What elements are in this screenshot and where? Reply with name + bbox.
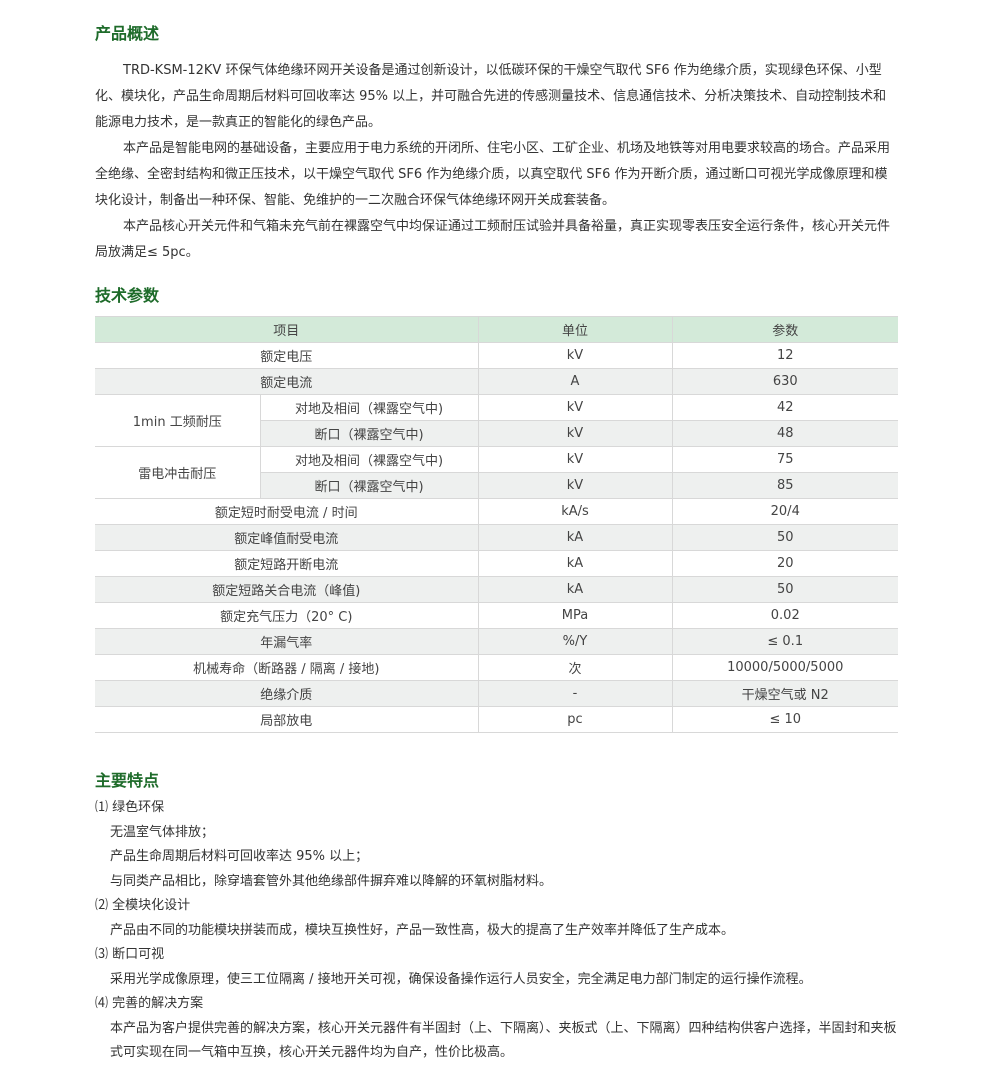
cell-value: 20 <box>671 550 898 577</box>
cell-group: 1min 工频耐压 <box>95 394 261 447</box>
cell-value: 10000/5000/5000 <box>671 654 898 681</box>
cell-item: 局部放电 <box>95 706 479 733</box>
cell-item: 额定短路关合电流（峰值) <box>95 576 479 603</box>
cell-item: 额定电流 <box>95 368 479 395</box>
cell-unit: A <box>477 368 673 395</box>
cell-value: 50 <box>671 524 898 551</box>
cell-unit: kA/s <box>477 498 673 525</box>
cell-unit: %/Y <box>477 628 673 655</box>
feature-line: 与同类产品相比，除穿墙套管外其他绝缘部件摒弃难以降解的环氧树脂材料。 <box>110 873 553 889</box>
cell-unit: kA <box>477 524 673 551</box>
cell-unit: kV <box>477 472 673 499</box>
cell-unit: kV <box>477 342 673 369</box>
cell-item: 额定短路开断电流 <box>95 550 479 577</box>
specs-title: 技术参数 <box>95 286 160 305</box>
feature-line: 产品生命周期后材料可回收率达 95% 以上； <box>110 849 369 864</box>
cell-value: 20/4 <box>671 498 898 525</box>
cell-unit: kV <box>477 420 673 447</box>
cell-unit: 次 <box>477 654 673 681</box>
table-row: 1min 工频耐压 对地及相间（裸露空气中) kV 42 <box>95 394 898 447</box>
table-row: 额定短路关合电流（峰值) kA 50 <box>95 576 898 603</box>
cell-sub: 对地及相间（裸露空气中) <box>259 446 479 473</box>
overview-paragraph: 本产品核心开关元件和气箱未充气前在裸露空气中均保证通过工频耐压试验并具备裕量，真… <box>95 219 891 260</box>
header-unit: 单位 <box>477 316 673 343</box>
table-row: 额定短路开断电流 kA 20 <box>95 550 898 577</box>
cell-item: 额定短时耐受电流 / 时间 <box>95 498 479 525</box>
cell-item: 额定峰值耐受电流 <box>95 524 479 551</box>
overview-paragraph: 本产品是智能电网的基础设备，主要应用于电力系统的开闭所、住宅小区、工矿企业、机场… <box>95 141 891 208</box>
cell-value: 48 <box>671 420 898 447</box>
cell-value: 630 <box>671 368 898 395</box>
cell-item: 额定电压 <box>95 342 479 369</box>
cell-sub: 断口（裸露空气中) <box>260 472 479 499</box>
table-row: 额定峰值耐受电流 kA 50 <box>95 524 898 551</box>
cell-unit: - <box>477 680 673 707</box>
header-value: 参数 <box>671 316 898 343</box>
overview-paragraph: TRD-KSM-12KV 环保气体绝缘环网开关设备是通过创新设计，以低碳环保的干… <box>95 63 887 130</box>
table-row: 额定电流 A 630 <box>95 368 898 395</box>
table-row: 额定短时耐受电流 / 时间 kA/s 20/4 <box>95 498 898 525</box>
table-row: 绝缘介质 - 干燥空气或 N2 <box>95 680 898 707</box>
feature-line: 本产品为客户提供完善的解决方案，核心开关元器件有半固封（上、下隔离）、夹板式（上… <box>110 1020 897 1061</box>
cell-item: 年漏气率 <box>95 628 479 655</box>
cell-unit: kA <box>477 576 673 603</box>
table-row: 额定充气压力（20° C) MPa 0.02 <box>95 602 898 629</box>
overview-text: TRD-KSM-12KV 环保气体绝缘环网开关设备是通过创新设计，以低碳环保的干… <box>95 58 898 266</box>
cell-value: 85 <box>671 472 898 499</box>
cell-value: 42 <box>671 394 898 421</box>
cell-item: 额定充气压力（20° C) <box>95 602 479 629</box>
cell-sub: 断口（裸露空气中) <box>260 420 479 447</box>
feature-title: ⑴ 绿色环保 <box>95 800 165 815</box>
cell-value: ≤ 10 <box>671 706 898 733</box>
cell-sub: 对地及相间（裸露空气中) <box>259 394 479 421</box>
cell-unit: pc <box>477 706 673 733</box>
cell-unit: kV <box>477 394 673 421</box>
feature-line: 产品由不同的功能模块拼装而成，模块互换性好，产品一致性高，极大的提高了生产效率并… <box>110 922 735 938</box>
cell-group: 雷电冲击耐压 <box>95 446 261 499</box>
table-row: 局部放电 pc ≤ 10 <box>95 706 898 733</box>
cell-value: 50 <box>671 576 898 603</box>
feature-title: ⑶ 断口可视 <box>95 947 165 962</box>
specs-table: 项目 单位 参数 额定电压 kV 12 额定电流 A 630 1min 工频耐压 对地及相间（… <box>95 316 898 733</box>
feature-title: ⑷ 完善的解决方案 <box>95 996 204 1011</box>
table-row: 额定电压 kV 12 <box>95 342 898 369</box>
features-list: ⑴ 绿色环保无温室气体排放； 产品生命周期后材料可回收率达 95% 以上； 与同类产… <box>95 796 898 1066</box>
cell-unit: kV <box>477 446 673 473</box>
cell-value: 75 <box>671 446 898 473</box>
table-row: 机械寿命（断路器 / 隔离 / 接地) 次 10000/5000/5000 <box>95 654 898 681</box>
cell-value: 干燥空气或 N2 <box>671 680 898 707</box>
overview-title: 产品概述 <box>95 24 160 43</box>
feature-line: 采用光学成像原理，使三工位隔离 / 接地开关可视，确保设备操作运行人员安全，完全… <box>110 971 812 987</box>
cell-item: 机械寿命（断路器 / 隔离 / 接地) <box>95 654 479 681</box>
cell-value: 12 <box>671 342 898 369</box>
table-row: 年漏气率 %/Y ≤ 0.1 <box>95 628 898 655</box>
features-title: 主要特点 <box>95 771 160 790</box>
cell-unit: MPa <box>477 602 673 629</box>
cell-unit: kA <box>477 550 673 577</box>
cell-value: 0.02 <box>671 602 898 629</box>
cell-value: ≤ 0.1 <box>671 628 898 655</box>
feature-line: 无温室气体排放； <box>110 824 215 840</box>
header-item: 项目 <box>95 316 479 343</box>
feature-title: ⑵ 全模块化设计 <box>95 898 191 913</box>
cell-item: 绝缘介质 <box>95 680 479 707</box>
table-row: 雷电冲击耐压 对地及相间（裸露空气中) kV 75 <box>95 446 898 499</box>
